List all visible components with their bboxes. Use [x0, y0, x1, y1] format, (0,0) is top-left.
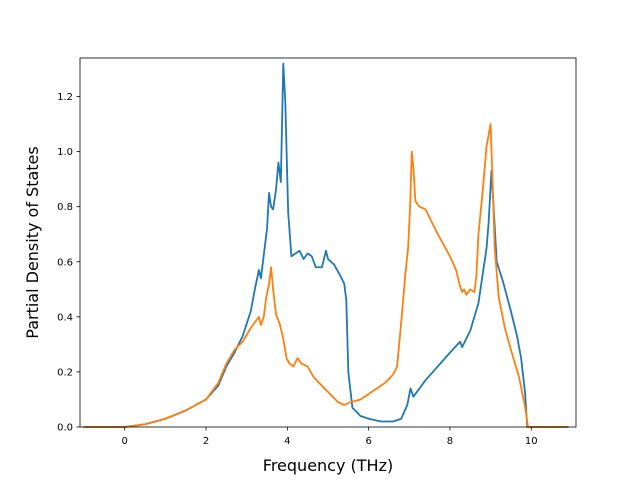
x-tick-label: 6	[365, 436, 371, 447]
series-layer	[83, 62, 569, 428]
y-tick-label: 1.2	[57, 92, 73, 103]
x-axis-ticks: 0 2 4 6 8 10	[122, 427, 538, 447]
series-line-1	[83, 62, 569, 428]
y-tick-label: 0.6	[57, 257, 73, 268]
x-tick-label: 4	[284, 436, 290, 447]
y-tick-label: 0.2	[57, 367, 73, 378]
x-tick-label: 10	[525, 436, 538, 447]
x-axis-label: Frequency (THz)	[263, 456, 393, 475]
y-tick-label: 0.4	[57, 312, 73, 323]
y-tick-label: 1.0	[57, 147, 73, 158]
x-tick-label: 2	[203, 436, 209, 447]
y-tick-label: 0.0	[57, 423, 73, 434]
x-tick-label: 8	[447, 436, 453, 447]
y-axis-label: Partial Density of States	[23, 146, 42, 338]
plot-frame	[79, 57, 577, 428]
series-line-2	[83, 123, 569, 428]
x-tick-label: 0	[122, 436, 128, 447]
y-axis-ticks: 0.0 0.2 0.4 0.6 0.8 1.0 1.2	[57, 92, 80, 434]
y-tick-label: 0.8	[57, 202, 73, 213]
